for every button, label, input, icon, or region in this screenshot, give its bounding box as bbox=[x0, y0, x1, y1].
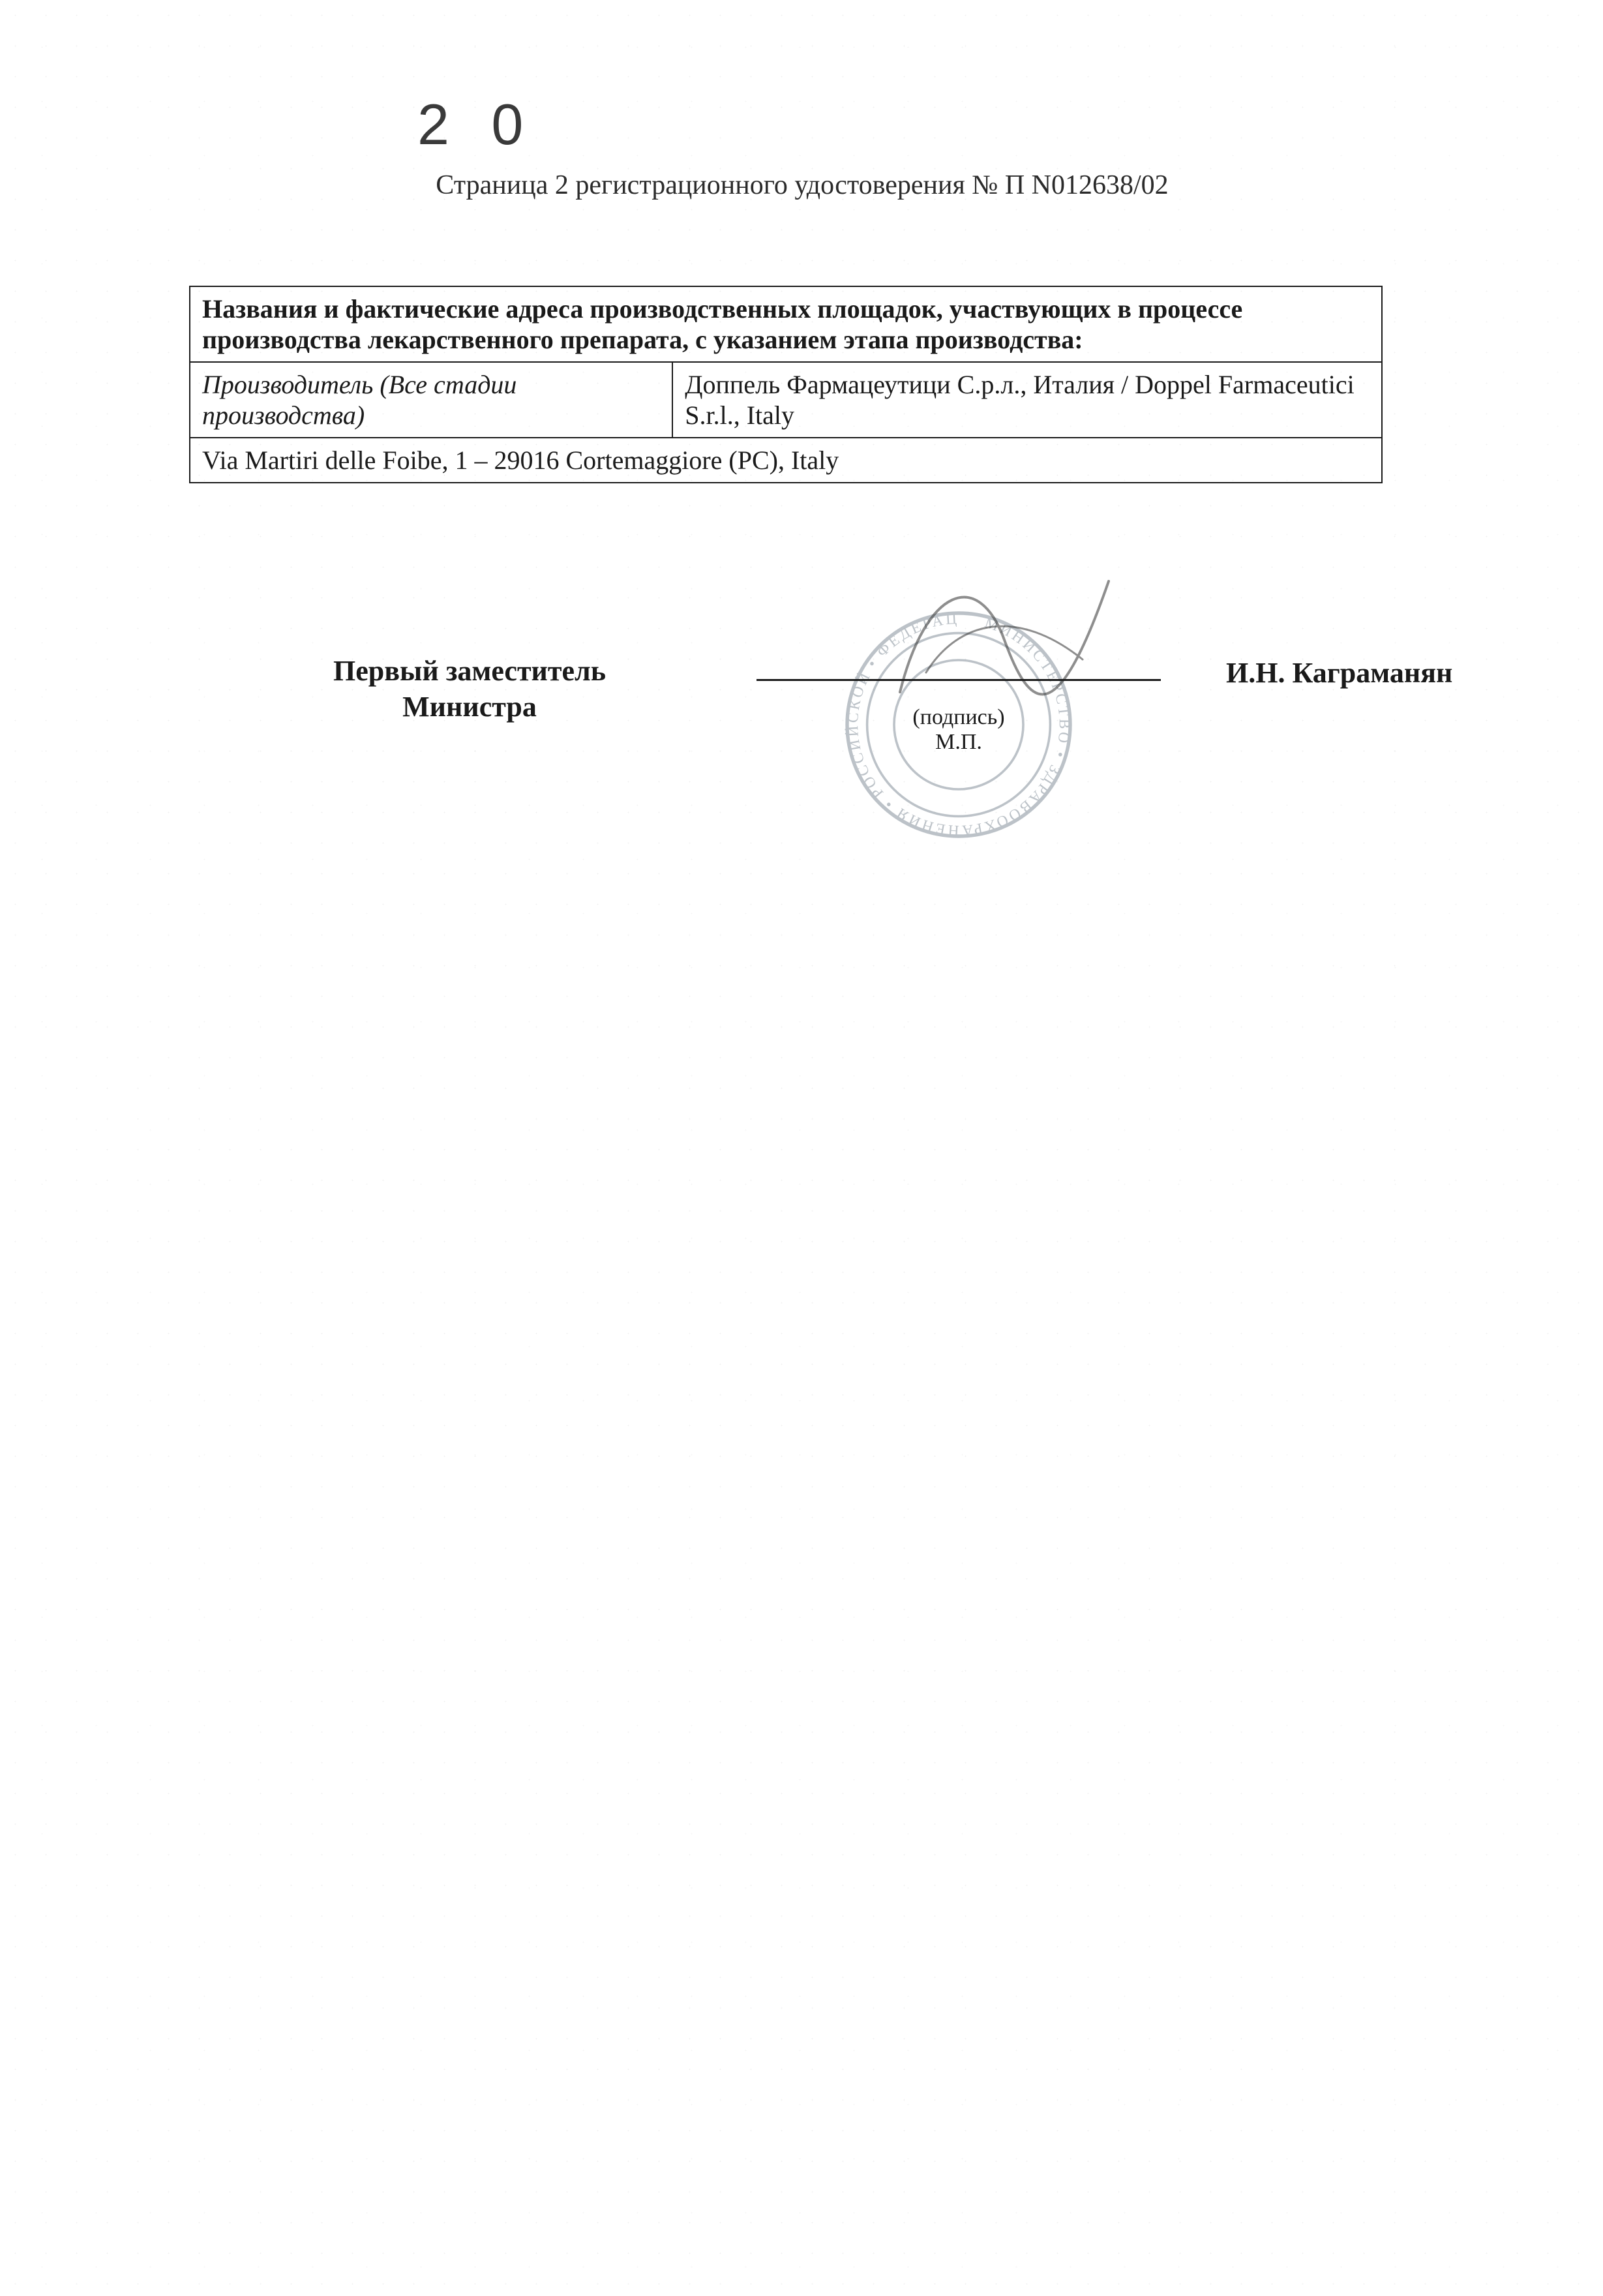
table-row: Via Martiri delle Foibe, 1 – 29016 Corte… bbox=[190, 438, 1382, 483]
signature-mp-label: М.П. bbox=[935, 730, 982, 754]
signature-sublabel: (подпись) М.П. bbox=[757, 705, 1161, 755]
signatory-title: Первый заместитель Министра bbox=[300, 653, 639, 725]
handwritten-page-number: 2 0 bbox=[417, 91, 536, 158]
signatory-title-line2: Министра bbox=[402, 691, 537, 723]
signature-sublabel-text: (подпись) bbox=[912, 705, 1004, 729]
signature-block: Первый заместитель Министра МИНИСТЕРСТВО… bbox=[104, 601, 1500, 927]
manufacturer-table: Названия и фактические адреса производст… bbox=[189, 286, 1383, 483]
signatory-name: И.Н. Каграманян bbox=[1226, 656, 1452, 689]
table-cell-role: Производитель (Все стадии производства) bbox=[190, 362, 672, 438]
page-header: Страница 2 регистрационного удостоверени… bbox=[104, 170, 1500, 201]
table-row: Производитель (Все стадии производства) … bbox=[190, 362, 1382, 438]
table-header-cell: Названия и фактические адреса производст… bbox=[190, 286, 1382, 362]
signature-line bbox=[757, 679, 1161, 681]
table-cell-address: Via Martiri delle Foibe, 1 – 29016 Corte… bbox=[190, 438, 1382, 483]
table-cell-company: Доппель Фармацеутици С.р.л., Италия / Do… bbox=[672, 362, 1382, 438]
document-page: 2 0 Страница 2 регистрационного удостове… bbox=[104, 78, 1500, 927]
signatory-title-line1: Первый заместитель bbox=[333, 655, 606, 687]
